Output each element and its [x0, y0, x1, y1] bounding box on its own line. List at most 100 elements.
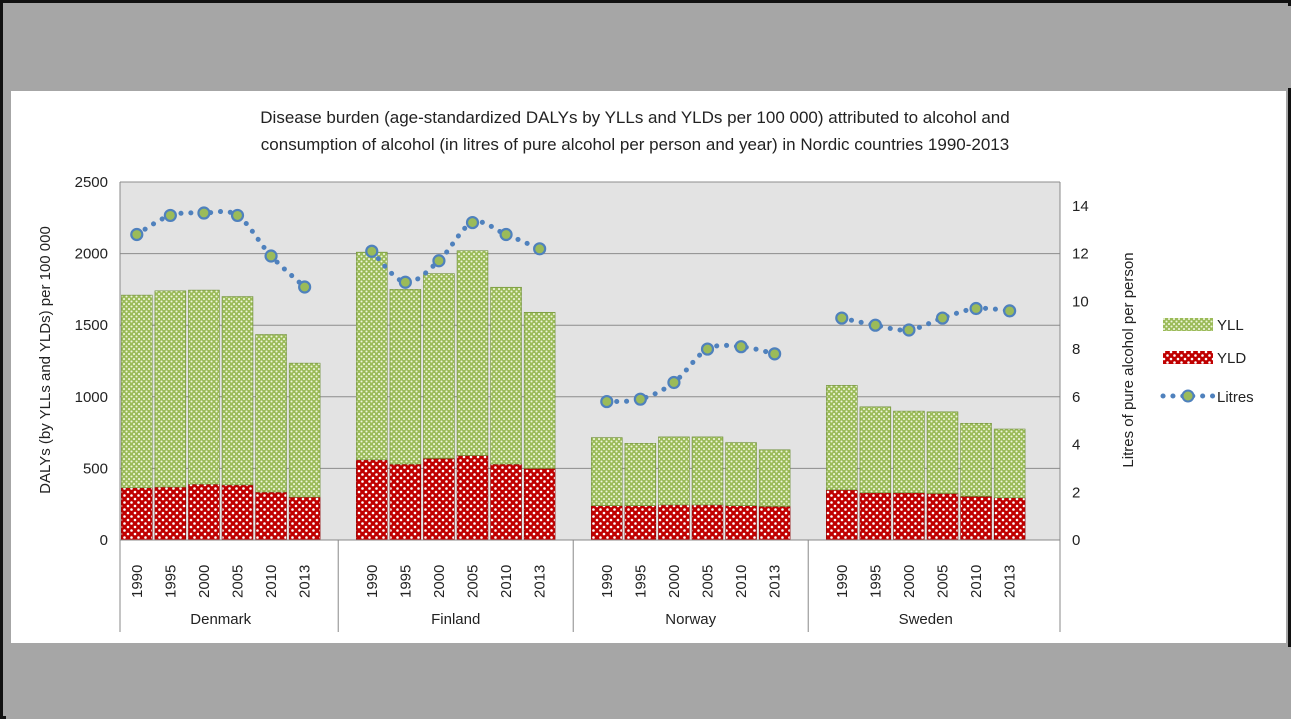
bar-yll — [456, 250, 489, 456]
bar-yll — [591, 437, 623, 506]
x-tick-year: 2010 — [263, 565, 280, 598]
bar-yll — [154, 290, 187, 488]
x-tick-year: 2005 — [465, 565, 482, 598]
bar-yll — [188, 289, 220, 485]
x-tick-year: 2013 — [297, 565, 314, 598]
bar-yll — [758, 449, 791, 507]
bar-yld — [993, 497, 1026, 541]
bar-yld — [523, 468, 556, 541]
bar-yld — [826, 489, 858, 541]
bar-yld — [356, 459, 388, 541]
bar-yll — [490, 286, 522, 465]
bar-yll — [389, 289, 422, 465]
x-tick-year: 1990 — [599, 565, 616, 598]
slide-top-band — [6, 6, 1291, 88]
y-tick-label: 1000 — [75, 389, 108, 406]
y2-tick-label: 6 — [1072, 389, 1080, 406]
y-axis-title: DALYs (by YLLs and YLDs) per 100 000 — [37, 226, 54, 494]
litres-marker — [734, 340, 748, 354]
bar-yll — [893, 410, 925, 494]
litres-marker — [264, 249, 278, 263]
chart-title-line-1: Disease burden (age-standardized DALYs b… — [260, 108, 1009, 127]
bar-yll — [121, 294, 153, 489]
x-tick-year: 2010 — [968, 565, 985, 598]
legend-yld-label: YLD — [1217, 350, 1246, 367]
bar-yld — [926, 493, 959, 541]
bar-yll — [691, 436, 724, 506]
litres-marker — [835, 311, 849, 325]
bar-yll — [960, 422, 992, 497]
legend-yll-swatch — [1163, 318, 1213, 331]
x-tick-year: 2010 — [498, 565, 515, 598]
x-tick-year: 1995 — [632, 565, 649, 598]
bar-yld — [960, 496, 992, 541]
y2-tick-label: 0 — [1072, 532, 1080, 549]
litres-marker — [130, 227, 144, 242]
bar-yld — [154, 486, 187, 541]
bar-yll — [356, 251, 388, 461]
bar-yld — [691, 504, 724, 541]
litres-marker — [432, 254, 446, 268]
y2-tick-label: 12 — [1072, 246, 1089, 263]
bar-yld — [456, 455, 489, 541]
y-tick-label: 0 — [100, 532, 108, 549]
legend-litres-label: Litres — [1217, 389, 1254, 406]
bar-yll — [725, 442, 757, 506]
x-tick-year: 2005 — [700, 565, 717, 598]
legend-litres-marker — [1181, 389, 1195, 403]
bar-yld — [221, 484, 254, 541]
bar-yld — [591, 505, 623, 541]
bar-yld — [288, 496, 321, 541]
y-tick-label: 2000 — [75, 246, 108, 263]
litres-marker — [197, 206, 211, 220]
bar-yll — [423, 273, 455, 459]
x-tick-year: 1990 — [834, 565, 851, 598]
litres-marker — [533, 242, 547, 256]
x-group-label: Norway — [665, 611, 716, 628]
bar-yld — [188, 483, 220, 541]
bar-yld — [423, 458, 455, 541]
y-tick-label: 1500 — [75, 317, 108, 334]
x-tick-year: 2000 — [196, 565, 213, 598]
y-tick-label: 500 — [83, 460, 108, 477]
litres-marker — [969, 301, 983, 316]
x-tick-year: 1995 — [867, 565, 884, 598]
x-tick-year: 1990 — [364, 565, 381, 598]
x-tick-year: 1995 — [162, 565, 179, 598]
litres-marker — [499, 227, 513, 242]
bar-yll — [221, 296, 254, 486]
litres-marker — [230, 208, 245, 223]
y2-tick-label: 4 — [1072, 437, 1080, 454]
litres-marker — [902, 323, 916, 337]
bar-yld — [624, 505, 657, 541]
bar-yll — [859, 406, 892, 494]
litres-marker — [398, 275, 412, 289]
y2-tick-label: 2 — [1072, 484, 1080, 501]
bar-yll — [658, 436, 690, 506]
x-group-label: Finland — [431, 611, 480, 628]
bar-yld — [658, 504, 690, 541]
bar-yld — [121, 487, 153, 541]
bar-yll — [826, 385, 858, 491]
bar-yll — [993, 428, 1026, 499]
x-tick-year: 2000 — [901, 565, 918, 598]
bar-yld — [490, 463, 522, 541]
x-tick-year: 2005 — [230, 565, 247, 598]
slide-bottom-band — [6, 647, 1291, 719]
litres-marker — [667, 375, 681, 390]
litres-marker — [768, 347, 782, 361]
litres-marker — [600, 394, 614, 409]
y-tick-label: 2500 — [75, 174, 108, 191]
bar-yld — [859, 492, 892, 541]
x-group-label: Sweden — [899, 611, 953, 628]
litres-marker — [298, 280, 312, 294]
y2-tick-label: 8 — [1072, 341, 1080, 358]
bar-yld — [389, 463, 422, 541]
litres-marker — [365, 244, 379, 258]
x-tick-year: 2013 — [767, 565, 784, 598]
y2-tick-label: 14 — [1072, 198, 1089, 215]
bar-yll — [926, 411, 959, 494]
litres-marker — [935, 311, 950, 325]
legend-yll-label: YLL — [1217, 317, 1244, 334]
